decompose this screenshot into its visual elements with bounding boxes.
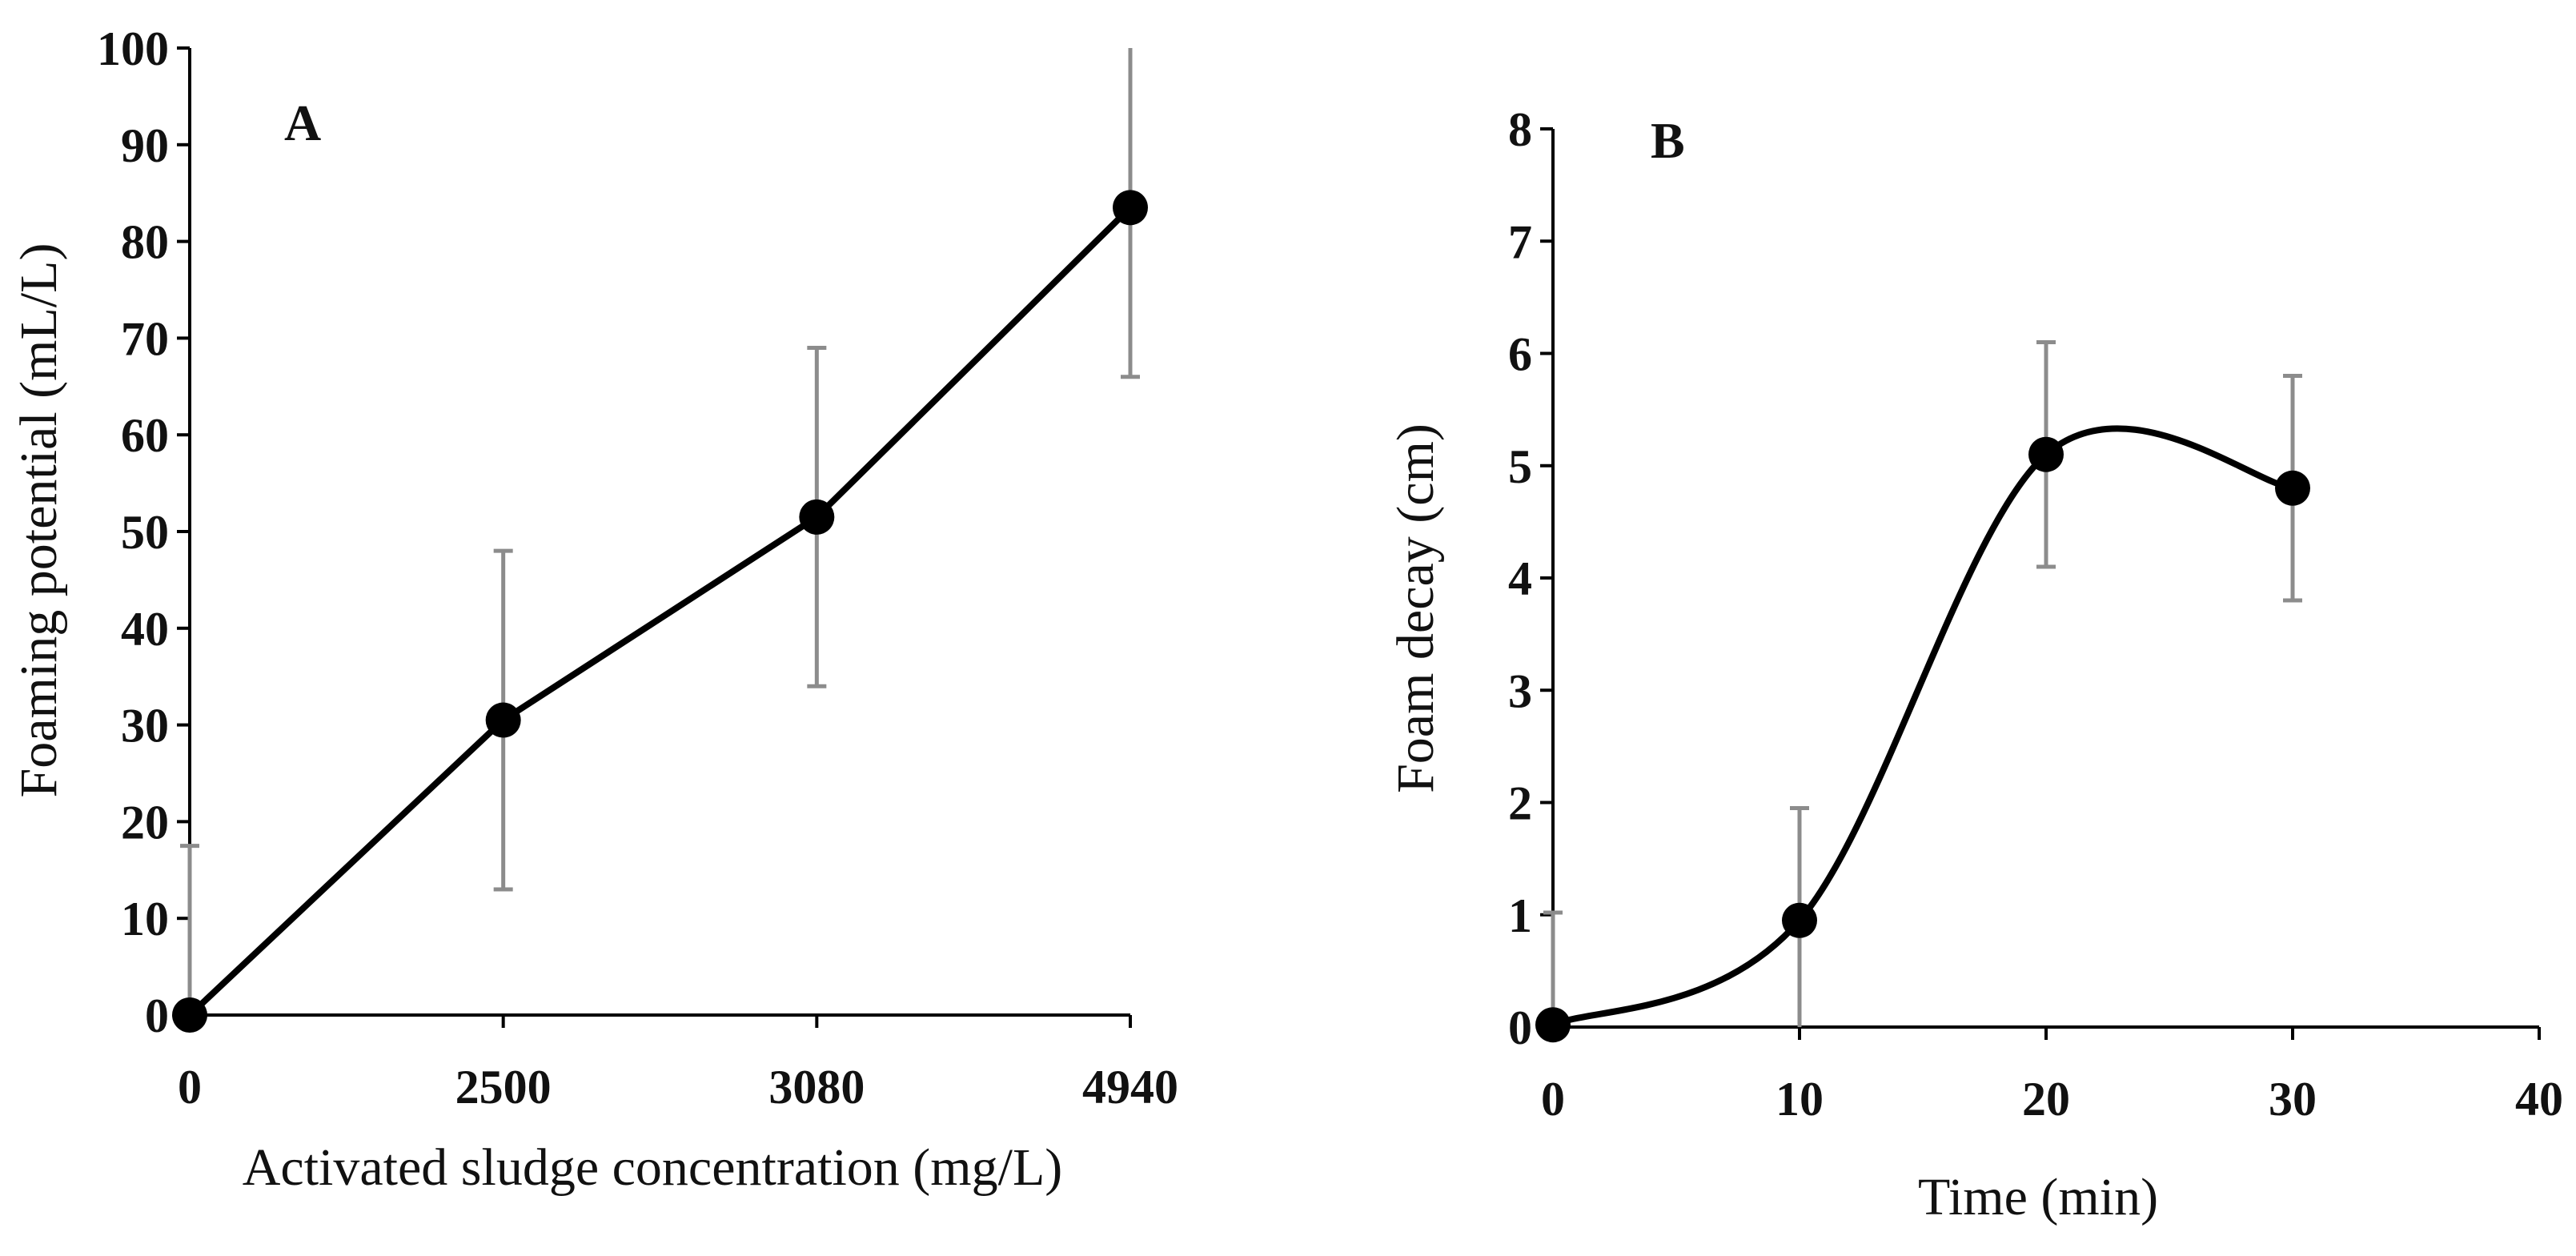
panel-a-y-tick-label: 60	[121, 409, 169, 462]
panel-a-error-bar	[180, 844, 199, 1015]
panel-a-data-point	[1113, 190, 1148, 226]
panel-a-data-point	[485, 702, 521, 738]
panel-b-y-tick-label: 4	[1508, 552, 1532, 605]
panel-a-y-tick-label: 100	[97, 22, 169, 75]
panel-b-x-axis-title: Time (min)	[1918, 1168, 2158, 1226]
panel-b-y-axis-title: Foam decay (cm)	[1386, 423, 1445, 793]
panel-b-x-tick-label: 30	[2269, 1073, 2317, 1126]
panel-a-x-tick-label: 0	[178, 1061, 202, 1114]
panel-a-x-axis-title: Activated sludge concentration (mg/L)	[243, 1138, 1062, 1197]
panel-b-label: B	[1651, 112, 1685, 169]
panel-b-y-tick-label: 2	[1508, 777, 1532, 830]
panel-a-x-tick-label: 3080	[768, 1061, 865, 1114]
panel-a-y-axis-title: Foaming potential (mL/L)	[10, 243, 68, 798]
panel-a-y-tick-label: 30	[121, 700, 169, 752]
chart-panel-a: A Activated sludge concentration (mg/L) …	[10, 22, 1178, 1197]
panel-a-label: A	[284, 94, 321, 151]
panel-b-y-tick-label: 7	[1508, 215, 1532, 268]
panel-a-y-tick-label: 90	[121, 119, 169, 172]
panel-b-y-tick-label: 3	[1508, 664, 1532, 717]
panel-a-y-tick-label: 10	[121, 893, 169, 945]
panel-b-y-tick-label: 8	[1508, 103, 1532, 156]
panel-a-data-point	[172, 997, 207, 1033]
panel-a-series-line	[187, 205, 1133, 1017]
panel-a-y-tick-label: 40	[121, 603, 169, 656]
chart-panel-b: B Time (min) Foam decay (cm) 0 1 2 3 4 5 6 7 8 0 1…	[1386, 103, 2563, 1226]
panel-b-y-tick-label: 6	[1508, 328, 1532, 381]
panel-b-x-tick-label: 40	[2515, 1073, 2563, 1126]
panel-b-y-tick-label: 0	[1508, 1001, 1532, 1054]
panel-b-data-point	[1782, 902, 1817, 938]
panel-b-data-point	[1535, 1007, 1571, 1043]
panel-b-y-tick-label: 5	[1508, 440, 1532, 493]
panel-b-x-tick-label: 0	[1541, 1073, 1565, 1126]
panel-b-y-tick-label: 1	[1508, 889, 1532, 942]
panel-a-y-tick-label: 80	[121, 216, 169, 269]
panel-b-data-point	[2028, 436, 2064, 472]
panel-b-x-tick-label: 10	[1776, 1073, 1824, 1126]
panel-a-y-tick-label: 0	[145, 989, 169, 1042]
panel-b-series-line	[1551, 425, 2293, 1028]
panel-a-data-point	[799, 499, 835, 535]
panel-a-y-tick-label: 20	[121, 796, 169, 849]
panel-a-y-tick-label: 70	[121, 312, 169, 365]
panel-a-x-tick-label: 2500	[455, 1061, 552, 1114]
panel-b-data-point	[2275, 470, 2310, 506]
panel-a-y-tick-label: 50	[121, 506, 169, 559]
panel-a-x-tick-label: 4940	[1082, 1061, 1178, 1114]
panel-b-x-tick-label: 20	[2022, 1073, 2070, 1126]
